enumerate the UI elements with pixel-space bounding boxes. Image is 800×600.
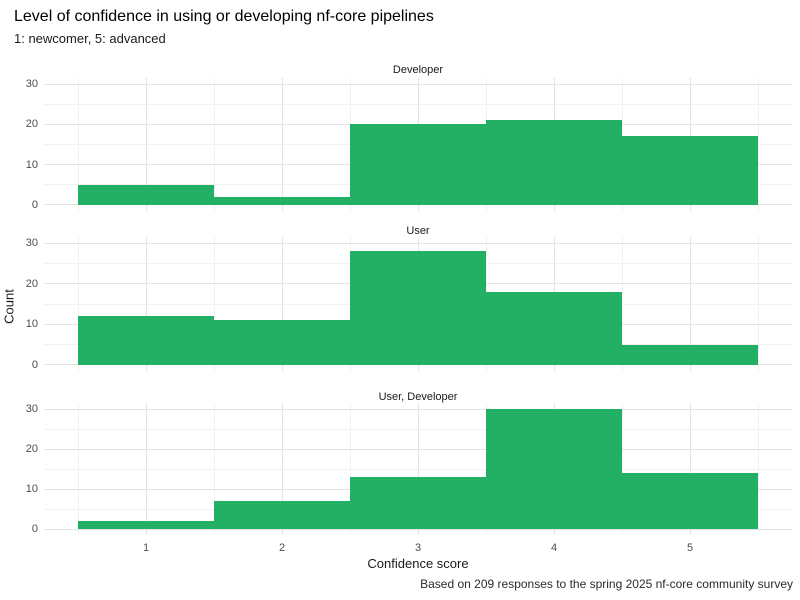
- gridline-minor-v: [78, 237, 79, 371]
- y-tick-label: 30: [25, 237, 38, 250]
- chart-caption: Based on 209 responses to the spring 202…: [420, 577, 793, 591]
- y-tick-label: 10: [25, 318, 38, 331]
- histogram-bar: [350, 477, 486, 529]
- y-tick-label: 0: [31, 358, 38, 371]
- gridline-minor-v: [214, 403, 215, 535]
- gridline-minor-v: [622, 237, 623, 371]
- gridline-minor-v: [758, 403, 759, 535]
- histogram-bar: [214, 320, 350, 365]
- y-tick-label: 10: [25, 158, 38, 171]
- histogram-bar: [622, 473, 758, 529]
- y-tick-label: 20: [25, 277, 38, 290]
- x-tick-label: 3: [414, 542, 422, 554]
- gridline-minor-v: [758, 237, 759, 371]
- x-axis-title: Confidence score: [367, 556, 469, 571]
- gridline-major-v: [418, 403, 419, 535]
- y-tick-label: 0: [31, 198, 38, 211]
- x-tick-label: 4: [550, 542, 558, 554]
- histogram-bar: [350, 124, 486, 205]
- gridline-minor-v: [78, 403, 79, 535]
- y-tick-label: 20: [25, 118, 38, 131]
- y-tick-label: 10: [25, 483, 38, 495]
- x-tick-label: 5: [686, 542, 694, 554]
- histogram-bar: [78, 521, 214, 529]
- histogram-bar: [214, 196, 350, 205]
- histogram-bar: [622, 136, 758, 205]
- gridline-major-v: [690, 237, 691, 371]
- histogram-bar: [78, 184, 214, 205]
- facet-strip-label: User: [406, 225, 430, 237]
- y-tick-label: 30: [25, 78, 38, 91]
- facet-panel: [44, 237, 792, 371]
- histogram-bar: [350, 251, 486, 365]
- gridline-minor-v: [78, 78, 79, 211]
- histogram-bar: [486, 409, 622, 529]
- facet-strip-label: User, Developer: [378, 391, 458, 403]
- gridline-major-v: [282, 237, 283, 371]
- chart-title: Level of confidence in using or developi…: [14, 8, 434, 25]
- facet-strip-label: Developer: [392, 64, 444, 76]
- x-tick-label: 2: [278, 542, 286, 554]
- y-tick-label: 20: [25, 443, 38, 455]
- histogram-bar: [486, 120, 622, 205]
- gridline-major-v: [146, 78, 147, 211]
- gridline-minor-v: [622, 403, 623, 535]
- histogram-bar: [214, 501, 350, 529]
- gridline-major-v: [690, 403, 691, 535]
- gridline-major-v: [146, 237, 147, 371]
- facet-panel: [44, 403, 792, 535]
- gridline-minor-v: [350, 403, 351, 535]
- histogram-bar: [622, 344, 758, 365]
- y-tick-label: 0: [31, 523, 38, 535]
- chart-subtitle: 1: newcomer, 5: advanced: [14, 31, 166, 46]
- facet-panel: [44, 78, 792, 211]
- x-tick-label: 1: [142, 542, 150, 554]
- gridline-minor-v: [214, 78, 215, 211]
- gridline-major-v: [282, 403, 283, 535]
- gridline-minor-v: [758, 78, 759, 211]
- histogram-bar: [78, 316, 214, 365]
- gridline-major-v: [146, 403, 147, 535]
- histogram-bar: [486, 291, 622, 365]
- y-tick-label: 30: [25, 403, 38, 415]
- gridline-minor-v: [214, 237, 215, 371]
- gridline-major-v: [282, 78, 283, 211]
